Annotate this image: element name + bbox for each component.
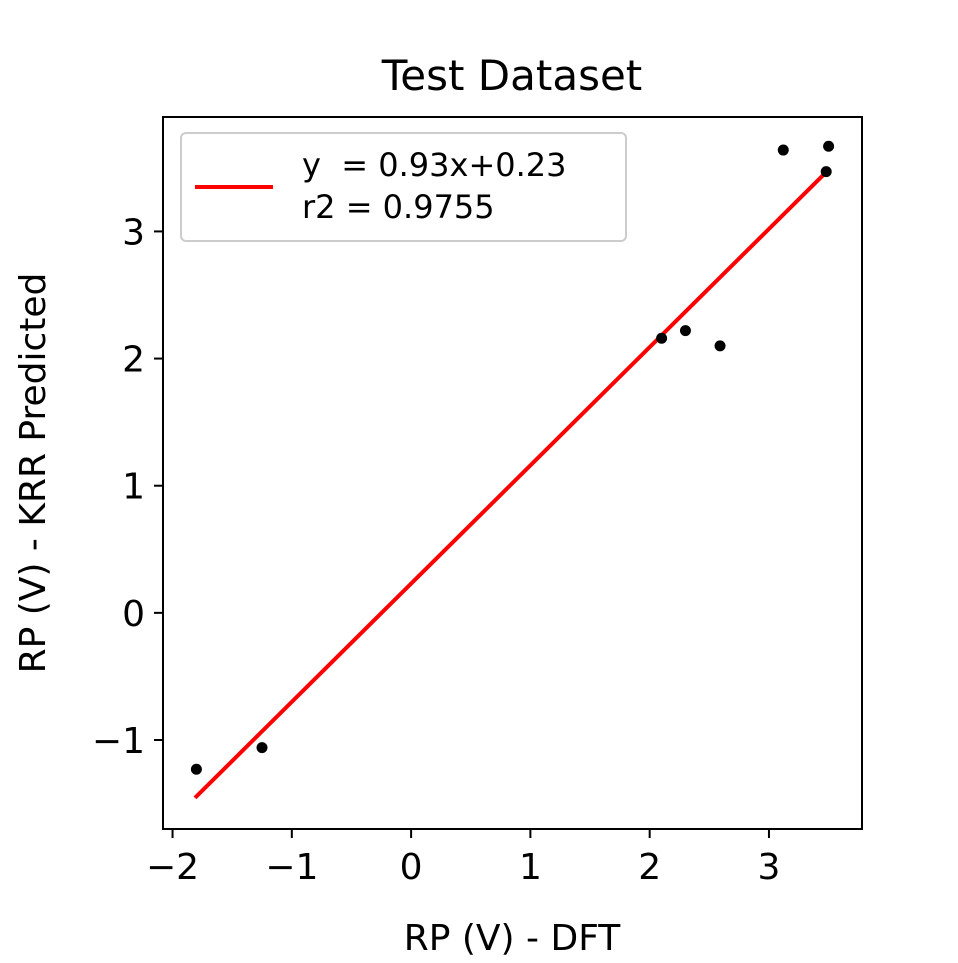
- axes-frame: [162, 116, 863, 830]
- legend-box: [180, 132, 627, 242]
- data-point-8: [823, 140, 835, 152]
- y-axis-ticks: −1 0 1 2 3: [92, 212, 163, 762]
- y-axis-label: RP (V) - KRR Predicted: [13, 273, 54, 674]
- x-axis-label: RP (V) - DFT: [404, 918, 622, 959]
- y-tick-label: −1: [92, 721, 145, 762]
- chart-title: Test Dataset: [381, 51, 643, 100]
- fit-line-group: [193, 166, 832, 800]
- fit-line: [193, 166, 832, 800]
- x-tick-label: 1: [519, 847, 542, 888]
- data-point-2: [256, 742, 268, 754]
- y-tick-label: 2: [122, 340, 145, 381]
- data-point-6: [777, 144, 789, 156]
- x-tick-label: 2: [638, 847, 661, 888]
- data-point-4: [679, 325, 691, 337]
- legend-equation: y = 0.93x+0.23: [302, 146, 567, 184]
- x-axis-ticks: −2 −1 0 1 2 3: [146, 829, 780, 888]
- y-tick-label: 3: [122, 212, 145, 253]
- x-tick-label: 3: [758, 847, 781, 888]
- data-point-1: [190, 763, 202, 775]
- data-point-5: [714, 340, 726, 352]
- legend-r2: r2 = 0.9755: [302, 188, 495, 226]
- data-point-3: [656, 332, 668, 344]
- y-tick-label: 0: [122, 594, 145, 635]
- x-tick-label: 0: [400, 847, 423, 888]
- data-point-7: [820, 166, 832, 178]
- y-tick-label: 1: [122, 467, 145, 508]
- data-points: [190, 140, 835, 775]
- x-tick-label: −2: [146, 847, 199, 888]
- x-tick-label: −1: [265, 847, 318, 888]
- legend: y = 0.93x+0.23 r2 = 0.9755: [180, 132, 627, 242]
